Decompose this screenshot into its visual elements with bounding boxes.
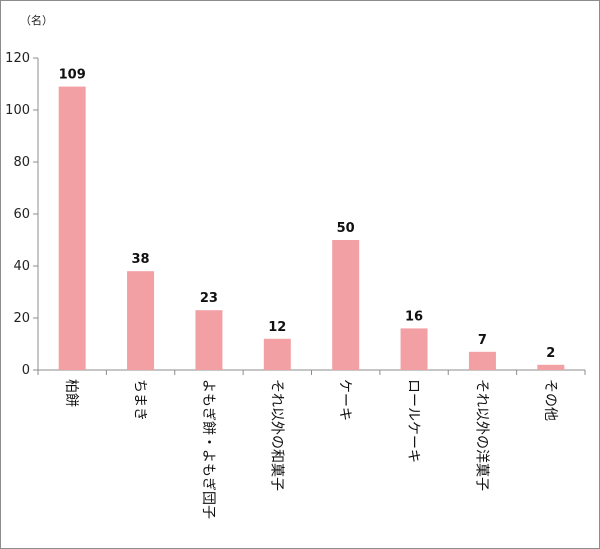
data-label: 23 [200,291,218,306]
y-tick-label: 80 [13,155,30,170]
category-labels: 柏餅 ちまき よもぎ餅・よもぎ団子 それ以外の和菓子 ケーキ ロールケーキ それ以外の洋菓子… [63,379,558,519]
category-label: 柏餅 [63,379,80,407]
data-label: 7 [478,333,487,348]
y-axis: 0 20 40 60 80 100 120 [5,51,39,378]
bar [400,328,428,370]
category-label: ちまき [132,379,148,421]
data-label: 12 [268,320,286,335]
bar [127,271,155,370]
y-tick-label: 60 [13,207,30,222]
data-label: 16 [405,309,423,324]
bar [195,310,223,370]
data-label: 38 [132,252,150,267]
y-tick-label: 100 [5,103,30,118]
bar [263,338,291,370]
x-axis [37,369,586,375]
category-label: その他 [542,379,558,421]
category-label: それ以外の和菓子 [268,379,284,491]
bar [332,240,360,370]
data-label: 50 [337,221,355,236]
bar [537,364,565,370]
y-tick-label: 20 [13,311,30,326]
y-tick-label: 40 [13,259,30,274]
category-label: ケーキ [337,379,353,421]
bar [468,351,496,370]
category-label: よもぎ餅・よもぎ団子 [200,379,217,519]
category-label: ロールケーキ [405,379,421,463]
data-label: 2 [546,346,555,361]
y-tick-label: 120 [5,51,30,66]
bar [58,86,86,370]
data-labels: 109 38 23 12 50 16 7 2 [59,68,556,361]
data-label: 109 [59,68,86,83]
category-label: それ以外の洋菓子 [473,379,489,491]
y-tick-label: 0 [22,363,30,378]
bars [58,86,565,370]
y-unit-label: （名） [20,13,53,27]
